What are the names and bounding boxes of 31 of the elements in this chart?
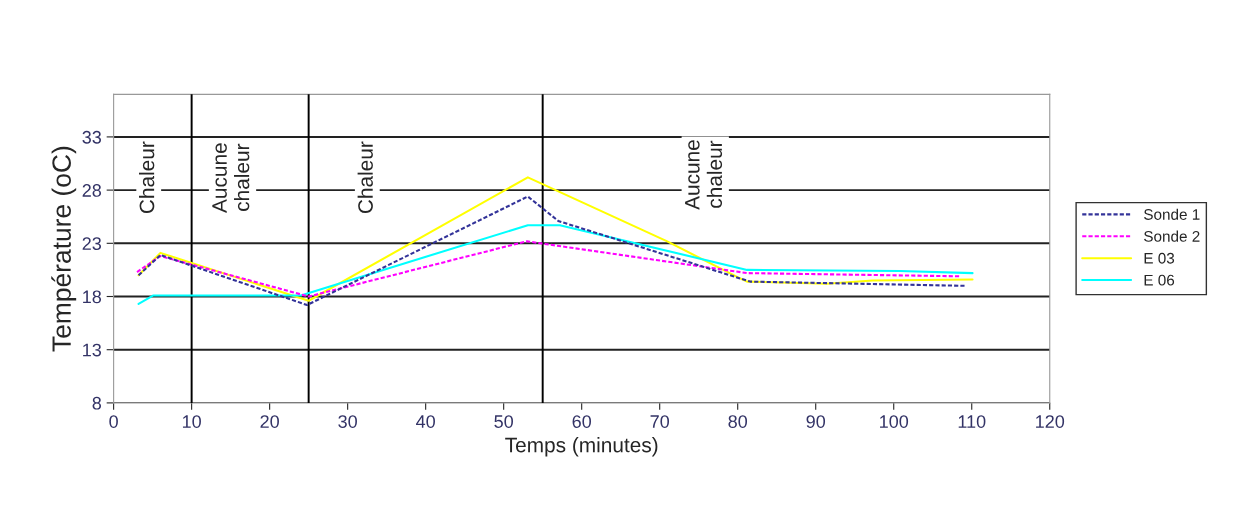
x-tick-label: 60 (572, 415, 592, 428)
y-tick-label: 8 (92, 396, 102, 410)
x-tick-label: 90 (806, 415, 826, 428)
y-axis-title: Température (oC) (51, 146, 77, 352)
x-tick-label: 40 (416, 415, 435, 428)
x-tick-label: 50 (494, 415, 514, 428)
x-tick-label: 20 (260, 415, 279, 428)
line-series (137, 224, 974, 305)
x-tick-label: 10 (182, 415, 201, 428)
x-tick-label: 120 (1036, 415, 1065, 428)
x-axis-title: Temps (minutes) (505, 437, 658, 457)
annotation: Aucune chaleur (685, 140, 723, 210)
y-tick-label: 33 (82, 130, 102, 144)
y-tick-label: 18 (83, 290, 102, 304)
x-tick-label: 70 (650, 415, 670, 428)
line-series (135, 240, 961, 298)
legend-label: Sonde 1 (1144, 208, 1200, 220)
annotation: Aucune chaleur (212, 143, 250, 213)
legend-label: Sonde 2 (1144, 230, 1200, 242)
y-tick-label: 23 (82, 237, 102, 251)
legend-label: E 06 (1144, 274, 1175, 286)
legend-label: E 03 (1144, 252, 1175, 264)
x-tick-label: 30 (338, 415, 357, 428)
x-tick-label: 0 (109, 415, 118, 428)
y-tick-label: 13 (83, 343, 102, 357)
x-tick-label: 100 (880, 415, 909, 428)
annotation: Chaleur (139, 141, 155, 214)
annotation: Chaleur (357, 141, 373, 214)
x-tick-label: 80 (728, 415, 748, 428)
x-tick-label: 110 (958, 415, 986, 428)
y-tick-label: 28 (82, 184, 102, 197)
